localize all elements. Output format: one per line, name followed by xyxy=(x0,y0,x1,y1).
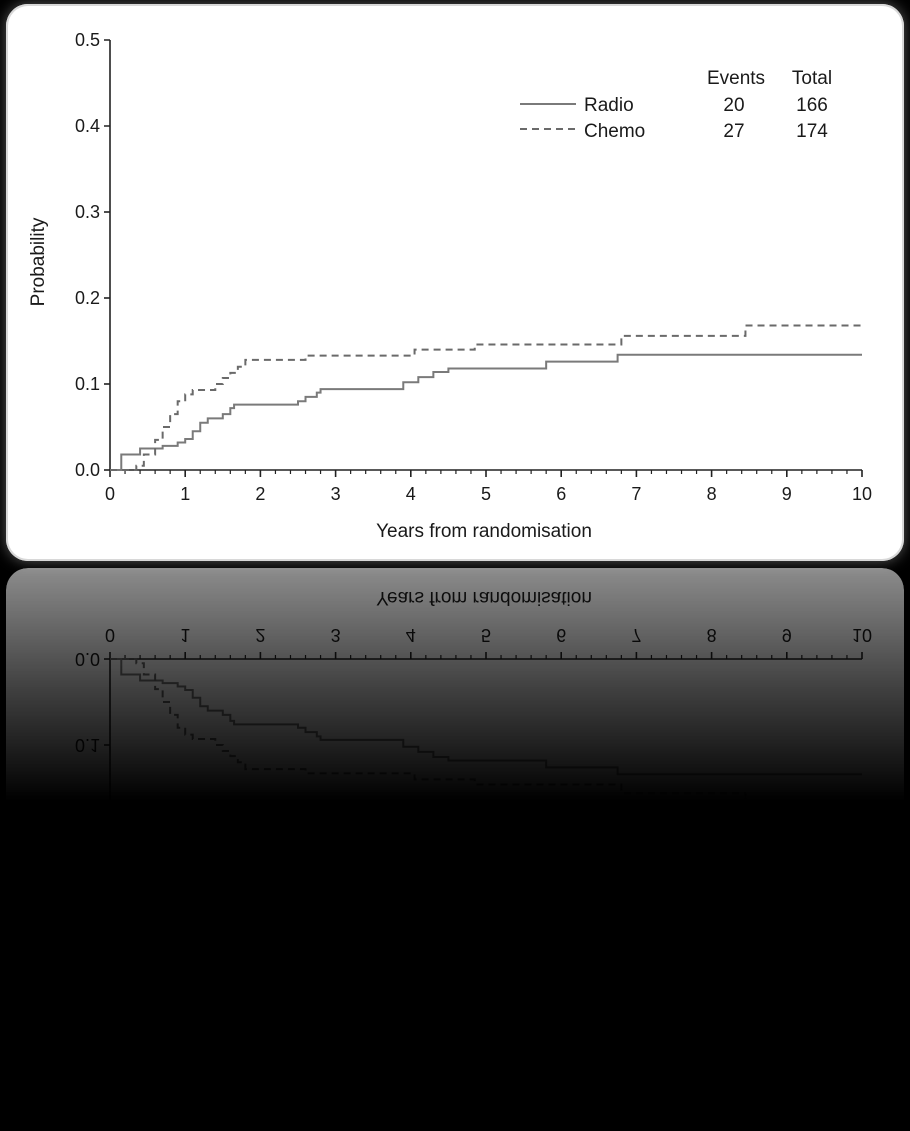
x-tick-label: 6 xyxy=(556,484,566,504)
reflection-inner: 0.0 0.1 0.2 0.3 0.4 0.5 0 1 2 3 4 5 6 7 8 9 10 Probabili… xyxy=(6,568,904,1125)
x-tick-label: 9 xyxy=(782,625,792,645)
y-tick-label: 0.1 xyxy=(75,374,100,394)
y-tick-label: 0.4 xyxy=(75,993,100,1013)
y-tick-label: 0.5 xyxy=(75,30,100,50)
card-reflection: 0.0 0.1 0.2 0.3 0.4 0.5 0 1 2 3 4 5 6 7 8 9 10 Probabili… xyxy=(6,568,904,1125)
x-tick-label: 4 xyxy=(406,625,416,645)
x-tick-label: 0 xyxy=(105,625,115,645)
series-layer xyxy=(110,324,862,471)
legend-label-radio: Radio xyxy=(584,1013,634,1034)
x-axis-label: Years from randomisation xyxy=(376,521,592,542)
y-tick-label: 0.2 xyxy=(75,288,100,308)
y-tick-label: 0.1 xyxy=(75,735,100,755)
legend: Events Total Radio 20 166 Chemo 27 174 xyxy=(520,68,832,142)
chart-card: 0.0 0.1 0.2 0.3 0.4 0.5 0 1 2 3 4 5 6 7 8 9 10 Probabili… xyxy=(6,4,904,561)
series-line-radio xyxy=(110,353,862,471)
x-tick-label: 1 xyxy=(180,484,190,504)
series-line-chemo xyxy=(110,324,862,471)
x-axis-label: Years from randomisation xyxy=(376,587,592,608)
x-tick-label: 10 xyxy=(852,625,872,645)
x-tick-label: 10 xyxy=(852,484,872,504)
y-tick-label: 0.0 xyxy=(75,649,100,669)
x-tick-label: 9 xyxy=(782,484,792,504)
x-tick-label: 5 xyxy=(481,625,491,645)
x-tick-label: 7 xyxy=(631,625,641,645)
legend-total-radio: 166 xyxy=(796,1013,828,1034)
legend-events-radio: 20 xyxy=(723,1013,744,1034)
series-layer xyxy=(110,658,862,805)
y-tick-label: 0.4 xyxy=(75,116,100,136)
axes: 0.0 0.1 0.2 0.3 0.4 0.5 0 1 2 3 4 5 6 7 8 9 10 xyxy=(75,625,872,1099)
x-tick-label: 7 xyxy=(631,484,641,504)
x-tick-label: 2 xyxy=(255,484,265,504)
legend-total-chemo: 174 xyxy=(796,121,828,142)
legend-header-events: Events xyxy=(707,1040,765,1061)
axes: 0.0 0.1 0.2 0.3 0.4 0.5 0 1 2 3 4 5 6 7 8 9 10 xyxy=(75,30,872,504)
legend-events-radio: 20 xyxy=(723,95,744,116)
x-tick-label: 3 xyxy=(331,625,341,645)
legend-events-chemo: 27 xyxy=(723,121,744,142)
legend-label-radio: Radio xyxy=(584,95,634,116)
x-tick-label: 8 xyxy=(707,484,717,504)
legend-events-chemo: 27 xyxy=(723,987,744,1008)
y-axis-label: Probability xyxy=(28,217,49,306)
y-tick-label: 0.5 xyxy=(75,1079,100,1099)
legend-header-total: Total xyxy=(792,68,832,89)
x-tick-label: 1 xyxy=(180,625,190,645)
x-tick-label: 3 xyxy=(331,484,341,504)
y-tick-label: 0.0 xyxy=(75,460,100,480)
series-line-chemo xyxy=(110,658,862,805)
x-tick-label: 2 xyxy=(255,625,265,645)
legend-total-radio: 166 xyxy=(796,95,828,116)
x-tick-label: 0 xyxy=(105,484,115,504)
y-tick-label: 0.3 xyxy=(75,202,100,222)
y-tick-label: 0.2 xyxy=(75,821,100,841)
km-chart: 0.0 0.1 0.2 0.3 0.4 0.5 0 1 2 3 4 5 6 7 8 9 10 Probabili… xyxy=(28,30,872,542)
series-line-radio xyxy=(110,658,862,776)
legend-label-chemo: Chemo xyxy=(584,121,645,142)
x-tick-label: 5 xyxy=(481,484,491,504)
y-axis-label: Probability xyxy=(28,823,49,912)
x-tick-label: 4 xyxy=(406,484,416,504)
km-chart-reflection: 0.0 0.1 0.2 0.3 0.4 0.5 0 1 2 3 4 5 6 7 8 9 10 Probabili… xyxy=(28,587,872,1099)
y-tick-label: 0.3 xyxy=(75,907,100,927)
legend: Events Total Radio 20 166 Chemo 27 174 xyxy=(520,987,832,1061)
x-tick-label: 8 xyxy=(707,625,717,645)
legend-header-events: Events xyxy=(707,68,765,89)
legend-total-chemo: 174 xyxy=(796,987,828,1008)
legend-label-chemo: Chemo xyxy=(584,987,645,1008)
legend-header-total: Total xyxy=(792,1040,832,1061)
x-tick-label: 6 xyxy=(556,625,566,645)
